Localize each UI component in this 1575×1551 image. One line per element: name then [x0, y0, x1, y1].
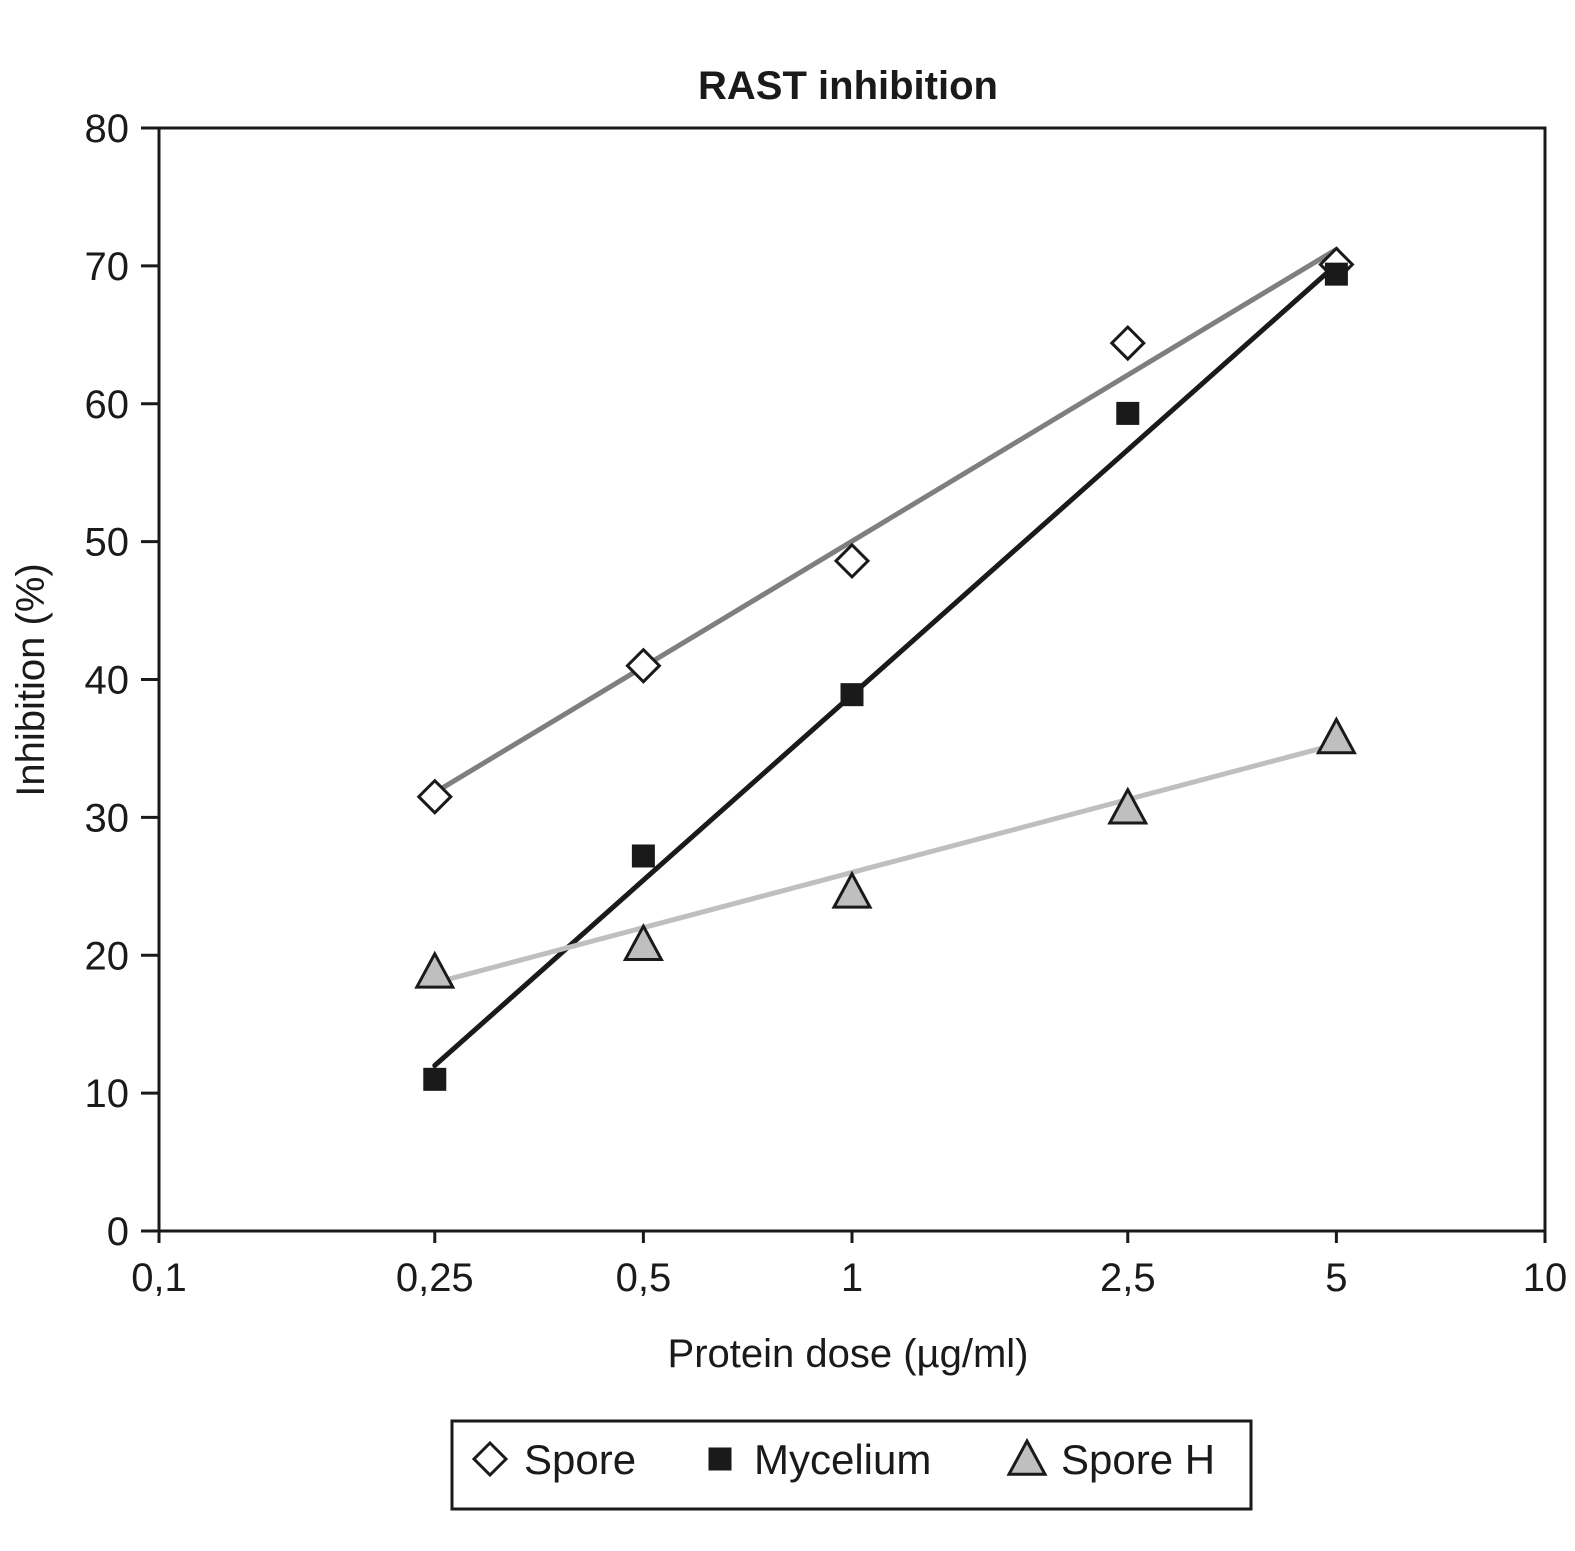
trend-line-mycelium [432, 261, 1339, 1069]
y-tick-label: 10 [85, 1072, 130, 1116]
marker-spore-h [622, 923, 664, 962]
chart-title: RAST inhibition [698, 64, 998, 108]
legend-marker-mycelium [708, 1447, 732, 1471]
x-tick-label: 2,5 [1100, 1256, 1156, 1300]
x-tick-label: 0,25 [396, 1256, 474, 1300]
trend-lines [432, 246, 1339, 1069]
x-tick-label: 5 [1325, 1256, 1347, 1300]
data-markers [414, 246, 1357, 1091]
x-axis-ticks: 0,1 0,25 0,5 1 2,5 5 10 [131, 1231, 1567, 1300]
x-tick-label: 0,1 [131, 1256, 187, 1300]
marker-spore-h [831, 870, 873, 909]
x-tick-label: 10 [1523, 1256, 1568, 1300]
marker-spore [1109, 324, 1146, 362]
marker-spore-h [1315, 716, 1357, 755]
legend-label: Spore [524, 1436, 636, 1483]
y-axis-ticks: 0 10 20 30 40 50 60 70 80 [85, 107, 159, 1254]
y-axis-label: Inhibition (%) [9, 563, 53, 796]
legend-label: Spore H [1061, 1436, 1215, 1483]
y-tick-label: 20 [85, 934, 130, 978]
marker-spore [625, 647, 662, 684]
legend-items: Spore Mycelium Spore H [471, 1436, 1215, 1483]
legend-label: Mycelium [754, 1436, 931, 1483]
marker-mycelium [1116, 401, 1140, 425]
marker-spore-h [1107, 786, 1149, 825]
legend: Spore Mycelium Spore H [450, 1419, 1253, 1511]
legend-box [450, 1419, 1253, 1511]
marker-mycelium [1324, 262, 1348, 286]
y-tick-label: 60 [85, 383, 130, 427]
plot-frame [157, 126, 1547, 1233]
marker-mycelium [840, 683, 864, 707]
legend-marker-spore-h [1006, 1437, 1048, 1476]
trend-line-spore-h [432, 741, 1339, 986]
marker-spore [416, 778, 453, 815]
y-tick-label: 80 [85, 107, 130, 151]
x-axis-label: Protein dose (µg/ml) [668, 1332, 1029, 1376]
marker-mycelium [423, 1067, 447, 1091]
x-tick-label: 0,5 [616, 1256, 672, 1300]
y-tick-label: 50 [85, 521, 130, 565]
y-tick-label: 40 [85, 659, 130, 703]
marker-spore-h [414, 950, 456, 989]
y-tick-label: 0 [107, 1210, 129, 1254]
legend-marker-spore [471, 1440, 509, 1478]
y-tick-label: 70 [85, 245, 130, 289]
marker-spore [833, 542, 871, 580]
trend-line-spore [432, 246, 1339, 796]
x-tick-label: 1 [841, 1256, 863, 1300]
marker-mycelium [631, 844, 655, 868]
y-tick-label: 30 [85, 796, 130, 840]
